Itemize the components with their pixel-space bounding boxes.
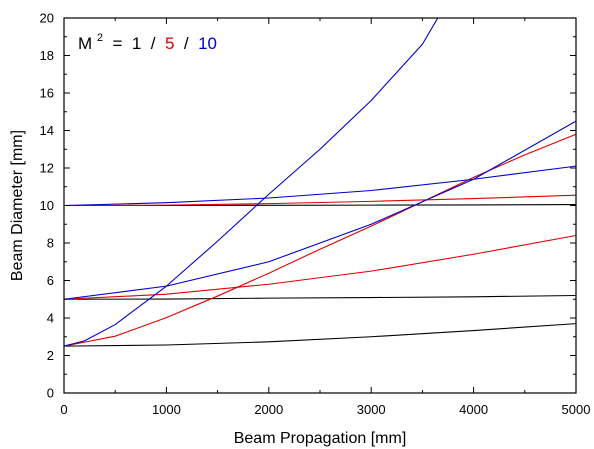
series-m2-10-waist-2.5 <box>64 18 439 347</box>
legend-entry-1: 1 <box>132 34 141 53</box>
x-tick-label: 2000 <box>254 402 283 417</box>
x-tick-label: 3000 <box>357 402 386 417</box>
y-tick-label: 12 <box>40 161 54 176</box>
x-tick-label: 0 <box>60 402 67 417</box>
series-m2-5-waist-5 <box>64 234 576 300</box>
y-tick-label: 2 <box>47 348 54 363</box>
y-tick-label: 4 <box>47 311 54 326</box>
series-m2-1-waist-2.5 <box>64 323 576 347</box>
legend-separator-2: / <box>179 34 193 53</box>
legend-superscript: 2 <box>97 32 103 44</box>
y-tick-label: 8 <box>47 236 54 251</box>
legend: M 2 = 1 / 5 / 10 <box>78 26 217 53</box>
x-tick-label: 4000 <box>459 402 488 417</box>
y-tick-label: 10 <box>40 198 54 213</box>
y-tick-label: 6 <box>47 273 54 288</box>
y-axis-title: Beam Diameter [mm] <box>9 130 26 281</box>
plot-lines <box>64 18 576 347</box>
series-m2-5-waist-10 <box>64 194 576 207</box>
series-m2-10-waist-5 <box>64 120 576 300</box>
x-tick-label: 5000 <box>562 402 591 417</box>
axis-ticks <box>63 17 577 394</box>
y-tick-label: 20 <box>40 11 54 26</box>
x-axis-title: Beam Propagation [mm] <box>234 430 407 447</box>
series-m2-10-waist-10 <box>64 165 576 207</box>
legend-prefix: M <box>78 34 92 53</box>
y-tick-label: 14 <box>40 123 54 138</box>
legend-separator-1: / <box>146 34 160 53</box>
y-tick-label: 18 <box>40 48 54 63</box>
x-tick-label: 1000 <box>152 402 181 417</box>
legend-entry-5: 5 <box>165 34 174 53</box>
legend-equals: = <box>108 34 127 53</box>
y-tick-label: 0 <box>47 386 54 401</box>
legend-entry-10: 10 <box>198 34 217 53</box>
y-tick-label: 16 <box>40 86 54 101</box>
